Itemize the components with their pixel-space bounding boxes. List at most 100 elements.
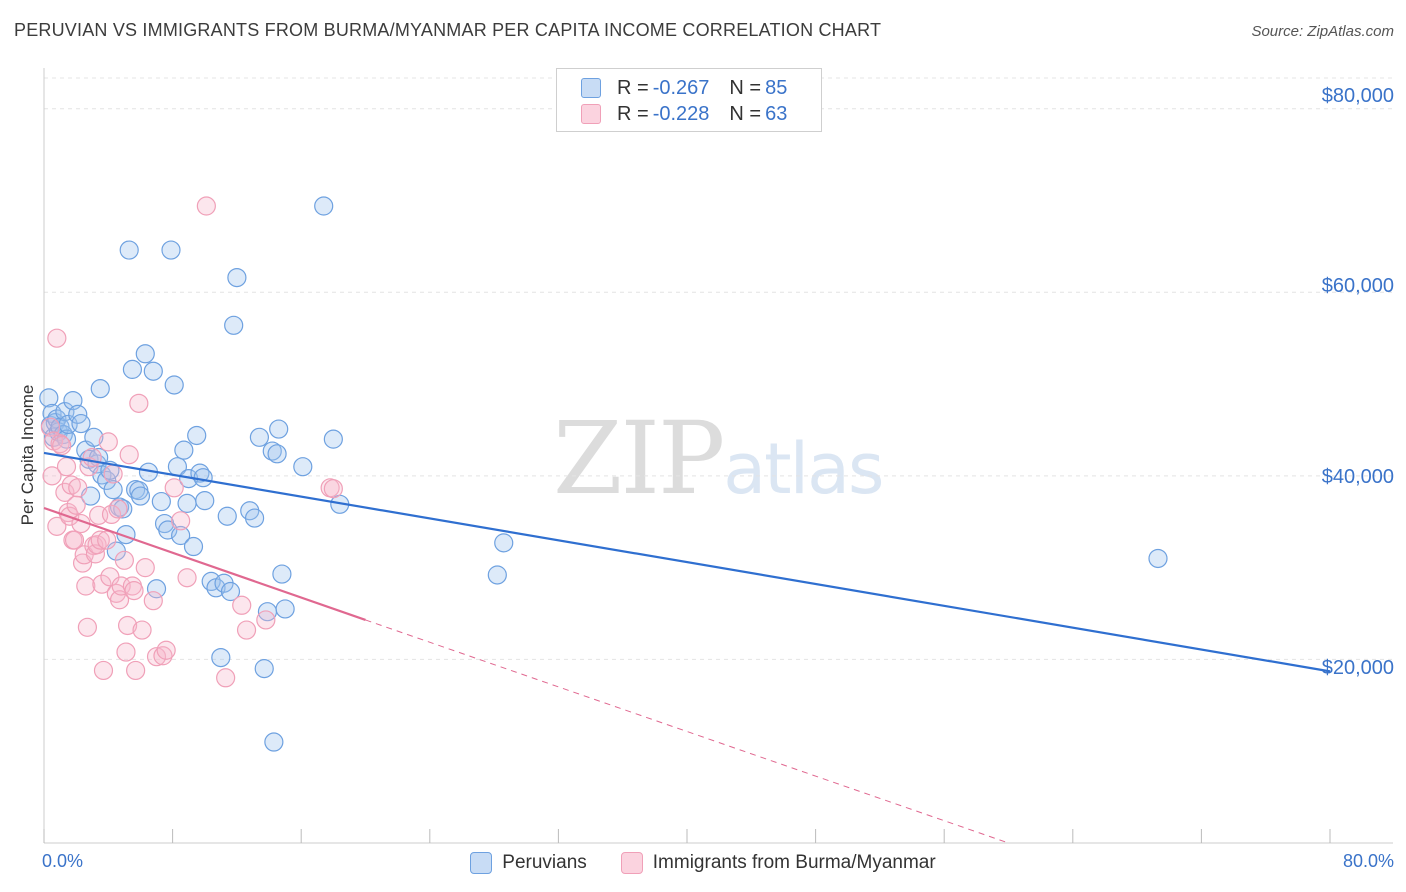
legend-item-peruvians[interactable]: Peruvians — [470, 852, 587, 874]
point-peruvians — [193, 468, 213, 488]
r-label: R = — [617, 102, 649, 125]
point-burma — [68, 478, 88, 498]
point-peruvians — [161, 240, 181, 260]
point-peruvians — [113, 499, 133, 519]
point-burma — [98, 432, 118, 452]
r-value: -0.267 — [652, 76, 710, 99]
point-peruvians — [164, 375, 184, 395]
point-peruvians — [146, 579, 167, 599]
point-burma — [47, 328, 67, 348]
legend-label: Immigrants from Burma/Myanmar — [652, 852, 936, 873]
point-burma — [171, 511, 191, 531]
point-peruvians — [90, 379, 110, 399]
point-burma — [42, 466, 62, 486]
point-peruvians — [487, 565, 507, 585]
point-peruvians — [135, 344, 155, 364]
legend-swatch-pink — [620, 852, 643, 874]
legend-swatch-pink — [581, 104, 601, 124]
legend-row-peruvians: R = -0.267 N = 85 — [581, 77, 787, 99]
chart-title: PERUVIAN VS IMMIGRANTS FROM BURMA/MYANMA… — [14, 20, 882, 40]
point-peruvians — [314, 196, 334, 216]
point-burma — [108, 499, 128, 519]
point-burma — [82, 447, 102, 468]
point-peruvians — [39, 388, 59, 408]
point-burma — [111, 576, 131, 596]
r-label: R = — [617, 76, 649, 99]
point-burma — [92, 574, 112, 594]
point-peruvians — [269, 419, 289, 439]
y-tick-label: $80,000 — [1321, 85, 1394, 107]
point-peruvians — [211, 647, 231, 668]
point-burma — [103, 464, 123, 484]
legend-swatch-blue — [470, 852, 493, 874]
legend-label: Peruvians — [502, 852, 587, 873]
point-burma — [119, 445, 139, 465]
point-burma — [164, 478, 184, 498]
n-label: N = — [729, 102, 762, 125]
r-value: -0.228 — [652, 102, 710, 125]
point-burma — [236, 620, 257, 640]
point-burma — [156, 640, 176, 660]
watermark: ZIPatlas — [553, 400, 884, 517]
point-peruvians — [1148, 548, 1168, 569]
point-peruvians — [71, 413, 91, 434]
point-burma — [56, 457, 77, 477]
point-burma — [76, 576, 96, 596]
point-burma — [129, 393, 149, 413]
point-burma — [323, 479, 343, 499]
point-peruvians — [323, 429, 343, 449]
point-peruvians — [249, 427, 270, 447]
point-burma — [177, 568, 197, 588]
point-peruvians — [177, 493, 197, 513]
point-burma — [124, 580, 144, 601]
point-burma — [135, 558, 155, 578]
point-burma — [52, 435, 72, 456]
point-burma — [114, 550, 134, 570]
point-burma — [55, 482, 75, 502]
watermark-atlas: atlas — [723, 428, 884, 510]
watermark-zip: ZIP — [553, 400, 725, 517]
point-burma — [64, 530, 85, 550]
y-axis-label: Per Capita Income — [18, 384, 37, 526]
point-burma — [109, 590, 130, 610]
point-burma — [146, 647, 167, 667]
point-peruvians — [275, 599, 295, 619]
point-peruvians — [220, 581, 241, 602]
y-tick-label: $60,000 — [1321, 275, 1394, 297]
trend-line-peruvians — [43, 451, 1331, 673]
point-peruvians — [143, 361, 163, 381]
point-burma — [132, 620, 152, 640]
point-peruvians — [254, 659, 274, 679]
point-peruvians — [227, 268, 247, 288]
point-peruvians — [174, 440, 194, 460]
point-peruvians — [244, 508, 265, 528]
point-burma — [97, 530, 117, 550]
x-tick-label-min: 0.0% — [42, 851, 84, 871]
trend-line-burma — [43, 506, 366, 621]
point-peruvians — [187, 425, 207, 446]
legend-item-burma[interactable]: Immigrants from Burma/Myanmar — [620, 852, 936, 874]
series-legend: Peruvians Immigrants from Burma/Myanmar — [0, 852, 1406, 874]
point-burma — [66, 495, 86, 515]
point-peruvians — [224, 315, 244, 335]
point-peruvians — [122, 359, 143, 379]
y-tick-label: $20,000 — [1321, 657, 1394, 679]
point-burma — [116, 642, 136, 662]
point-burma — [216, 668, 236, 688]
point-peruvians — [151, 491, 171, 512]
point-burma — [126, 660, 146, 681]
y-tick-label: $40,000 — [1321, 466, 1394, 488]
source-label: Source: ZipAtlas.com — [1251, 23, 1394, 40]
point-peruvians — [119, 240, 139, 260]
n-value: 85 — [765, 76, 788, 99]
point-burma — [93, 660, 114, 681]
correlation-legend: R = -0.267 N = 85 R = -0.228 N = 63 — [556, 68, 822, 132]
point-peruvians — [272, 564, 292, 584]
point-peruvians — [217, 506, 237, 526]
point-burma — [232, 595, 252, 615]
point-peruvians — [130, 486, 151, 506]
point-burma — [117, 615, 138, 636]
n-label: N = — [729, 76, 762, 99]
point-peruvians — [84, 427, 104, 447]
